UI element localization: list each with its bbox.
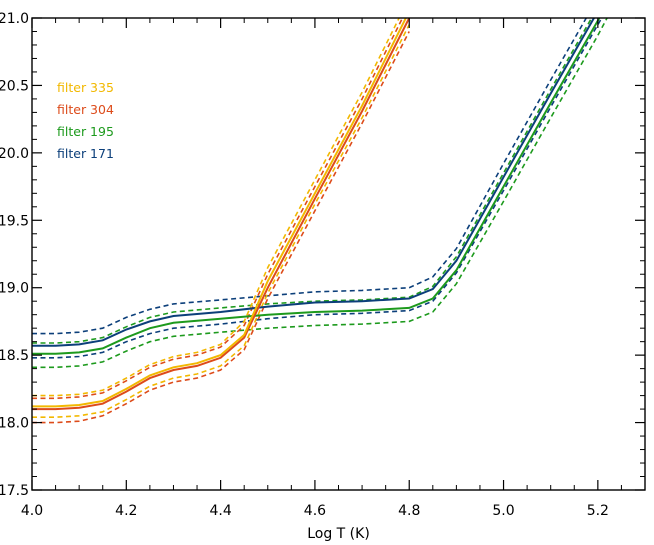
y-tick-label: 20.0: [0, 146, 29, 162]
legend-entry: filter 304: [57, 102, 114, 117]
legend: filter 335 filter 304 filter 195 filter 171: [57, 80, 114, 161]
series-line: [32, 18, 601, 355]
x-tick-label: 4.6: [304, 503, 326, 519]
series-lower-band: [32, 24, 410, 419]
series-upper-band: [32, 18, 404, 400]
series-upper-band: [32, 18, 588, 335]
series-lower-band: [32, 18, 603, 359]
series-line: [32, 18, 411, 411]
x-tick-label: 4.4: [209, 503, 231, 519]
series-upper-band: [32, 18, 593, 344]
y-tick-label: 20.5: [0, 78, 29, 94]
series-lower-band: [32, 18, 608, 369]
y-tick-label: 17.5: [0, 483, 29, 499]
series-line: [32, 18, 407, 408]
x-tick-label: 4.0: [21, 503, 43, 519]
x-axis-label: Log T (K): [307, 526, 370, 542]
legend-entry: filter 171: [57, 146, 114, 161]
y-tick-label: 19.0: [0, 281, 29, 297]
series-line: [32, 18, 596, 347]
y-tick-label: 19.5: [0, 213, 29, 229]
x-tick-label: 4.2: [115, 503, 137, 519]
x-tick-label: 5.0: [492, 503, 514, 519]
y-tick-label: 21.0: [0, 11, 29, 27]
tick-labels: 4.0 4.2 4.4 4.6 4.8 5.0 5.2 17.5 18.0 18.5 19.0 19.…: [0, 11, 609, 519]
legend-entry: filter 335: [57, 80, 114, 95]
x-tick-label: 5.2: [587, 503, 609, 519]
series-layer: [32, 18, 608, 424]
legend-entry: filter 195: [57, 124, 114, 139]
y-tick-label: 18.5: [0, 348, 29, 364]
axis-ticks: [31, 17, 646, 491]
series-lower-band: [32, 31, 410, 424]
series-upper-band: [32, 18, 401, 397]
x-tick-label: 4.8: [398, 503, 420, 519]
y-tick-label: 18.0: [0, 416, 29, 432]
